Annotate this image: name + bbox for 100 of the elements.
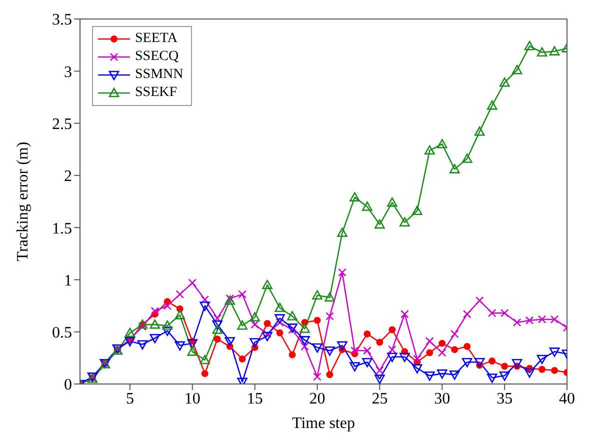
point — [300, 324, 310, 333]
point — [313, 372, 322, 381]
point — [364, 330, 371, 338]
point — [263, 330, 272, 338]
point — [326, 312, 334, 320]
y-axis-title: Tracking error (m) — [14, 142, 32, 262]
point — [449, 164, 460, 174]
point — [486, 374, 498, 383]
point — [224, 337, 235, 346]
x-axis-title: Time step — [292, 415, 355, 432]
y-tick-label: 2 — [64, 168, 72, 186]
point — [376, 366, 384, 375]
point — [500, 308, 509, 318]
point — [538, 366, 546, 373]
point — [274, 314, 285, 324]
point — [250, 338, 260, 348]
point — [486, 100, 498, 110]
point — [238, 355, 246, 362]
point — [337, 341, 348, 351]
point — [326, 371, 334, 378]
point — [474, 126, 485, 136]
point — [262, 280, 272, 290]
point — [524, 40, 535, 50]
point — [388, 345, 396, 354]
point — [163, 302, 172, 310]
point — [188, 278, 197, 287]
point — [124, 337, 136, 346]
point — [300, 336, 310, 346]
point — [425, 337, 434, 346]
point — [464, 342, 471, 350]
y-tick-label: 1.5 — [52, 220, 72, 238]
x-tick-label: 10 — [184, 390, 200, 408]
point — [213, 314, 222, 322]
x-tick-label: 5 — [126, 390, 134, 408]
point — [538, 315, 546, 324]
y-tick-label: 1 — [64, 272, 72, 290]
point — [550, 315, 559, 324]
point — [200, 354, 210, 364]
point — [400, 310, 409, 318]
point — [250, 320, 259, 329]
point — [474, 358, 485, 368]
point — [525, 316, 534, 325]
point — [374, 374, 385, 384]
point — [451, 346, 458, 354]
x-tick-label: 25 — [372, 390, 388, 408]
point — [450, 330, 459, 338]
point — [250, 312, 260, 322]
point — [262, 332, 272, 342]
point — [312, 290, 322, 300]
point — [150, 319, 160, 329]
point — [387, 352, 398, 362]
point — [400, 217, 410, 227]
point — [462, 154, 472, 163]
y-tick-label: 2.5 — [52, 116, 72, 133]
point — [363, 346, 372, 355]
point — [287, 311, 298, 320]
point — [350, 192, 360, 202]
point — [362, 358, 372, 368]
point — [150, 334, 160, 344]
point — [462, 310, 472, 318]
point — [362, 202, 372, 211]
point — [424, 145, 435, 155]
point — [187, 339, 198, 348]
point — [212, 320, 223, 330]
point — [124, 328, 136, 338]
legend-label: SSMNN — [135, 67, 184, 83]
point — [337, 228, 348, 237]
point — [312, 343, 322, 353]
point — [499, 77, 510, 87]
point — [436, 369, 448, 379]
point — [150, 306, 160, 316]
x-tick-label: 30 — [434, 390, 450, 408]
point — [412, 206, 422, 216]
point — [412, 364, 422, 374]
point — [174, 341, 186, 351]
point — [137, 340, 148, 350]
point — [324, 292, 335, 302]
point — [488, 358, 496, 365]
point — [549, 46, 560, 56]
point — [314, 316, 321, 324]
point — [350, 346, 359, 355]
point — [176, 290, 184, 298]
point — [212, 324, 223, 334]
y-tick-label: 0 — [64, 376, 72, 394]
point — [436, 138, 448, 148]
point — [288, 351, 296, 358]
point — [449, 370, 460, 380]
point — [501, 362, 508, 370]
point — [276, 329, 284, 336]
legend-label: SEETA — [135, 31, 178, 47]
x-tick-label: 15 — [246, 390, 263, 408]
point — [462, 358, 472, 368]
point — [276, 318, 284, 327]
point — [300, 342, 309, 351]
point — [512, 64, 522, 74]
point — [162, 320, 173, 330]
x-tick-label: 40 — [559, 390, 575, 408]
point — [200, 295, 210, 304]
point — [549, 348, 560, 357]
point — [201, 370, 208, 378]
